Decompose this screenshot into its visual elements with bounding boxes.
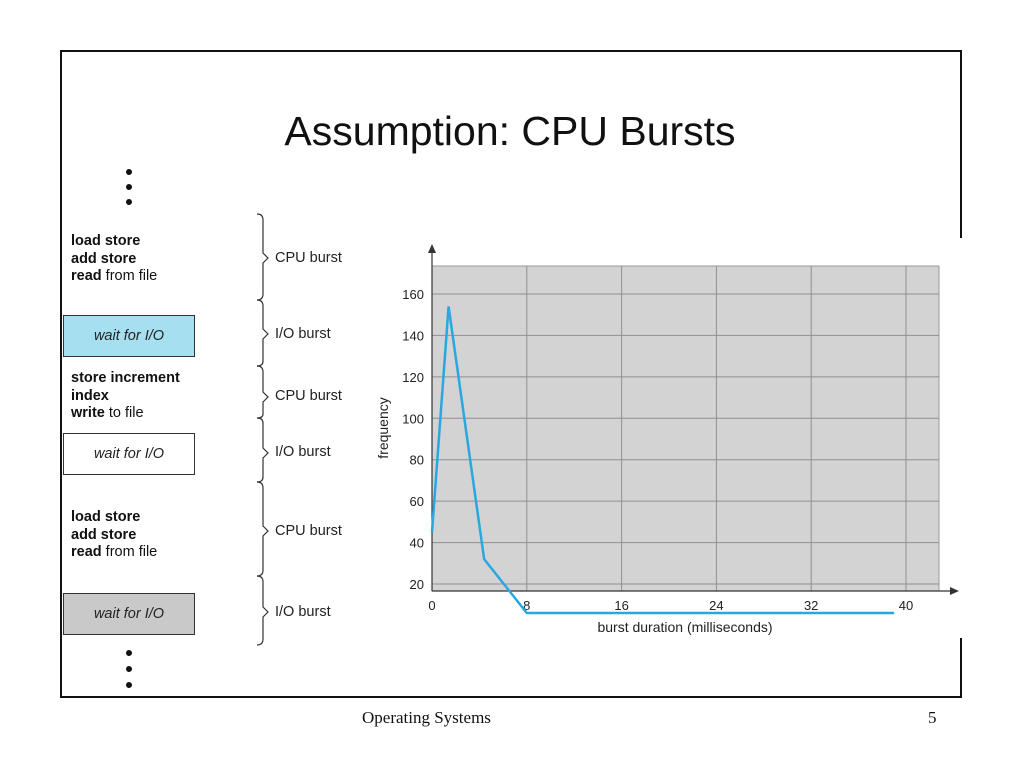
y-axis-label: frequency [375, 397, 391, 458]
code-line: add store [71, 250, 137, 267]
x-tick-label: 8 [523, 598, 530, 613]
page-number: 5 [928, 708, 937, 727]
ellipsis-dot [126, 682, 132, 688]
y-tick-label: 120 [402, 370, 424, 385]
burst-label-cpu-2: CPU burst [275, 388, 342, 404]
ellipsis-dot [126, 666, 132, 672]
wait-io-box-2: wait for I/O [63, 433, 195, 475]
ellipsis-dot [126, 199, 132, 205]
code-line: load store [71, 233, 141, 249]
tick-labels: 0 8 16 24 32 40 20 40 60 80 100 120 140 160 [402, 287, 913, 613]
code-line: add store [71, 526, 137, 543]
x-axis-label: burst duration (milliseconds) [597, 619, 772, 635]
plot-area [431, 265, 940, 592]
y-axis-arrow [428, 244, 436, 253]
burst-label-cpu-3: CPU burst [275, 523, 342, 539]
slide-title: Assumption: CPU Bursts [284, 108, 736, 154]
ellipsis-dot [126, 650, 132, 656]
wait-io-box-1: wait for I/O [63, 315, 195, 357]
x-tick-label: 40 [899, 598, 913, 613]
burst-label-io-3: I/O burst [275, 604, 331, 620]
code-block-1: load store add store read from file [71, 233, 157, 286]
code-line: index [71, 387, 109, 404]
y-tick-label: 100 [402, 411, 424, 426]
grid-lines [432, 266, 939, 591]
x-axis-arrow [950, 587, 959, 595]
code-block-3: load store add store read from file [71, 509, 157, 562]
y-tick-label: 160 [402, 287, 424, 302]
y-tick-label: 40 [410, 536, 424, 551]
wait-io-box-3: wait for I/O [63, 593, 195, 635]
code-line: read from file [71, 268, 158, 284]
x-tick-label: 24 [709, 598, 723, 613]
burst-label-io-1: I/O burst [275, 326, 331, 342]
footer-course-title: Operating Systems [362, 708, 491, 727]
burst-label-io-2: I/O burst [275, 444, 331, 460]
ellipsis-dot [126, 169, 132, 175]
burst-label-cpu-1: CPU burst [275, 250, 342, 266]
code-block-2: store increment index write to file [71, 370, 180, 423]
code-line: read from file [71, 544, 158, 560]
y-tick-label: 80 [410, 453, 424, 468]
y-tick-label: 20 [410, 577, 424, 592]
x-tick-label: 16 [614, 598, 628, 613]
y-tick-label: 140 [402, 328, 424, 343]
ellipsis-dot [126, 184, 132, 190]
code-line: write to file [71, 405, 144, 421]
chart-axes [428, 244, 959, 595]
code-line: load store [71, 509, 141, 525]
x-tick-label: 32 [804, 598, 818, 613]
x-tick-label: 0 [428, 598, 435, 613]
timeline-panel [62, 160, 380, 650]
code-line: store increment [71, 370, 180, 386]
y-tick-label: 60 [410, 494, 424, 509]
series-line [430, 306, 895, 615]
